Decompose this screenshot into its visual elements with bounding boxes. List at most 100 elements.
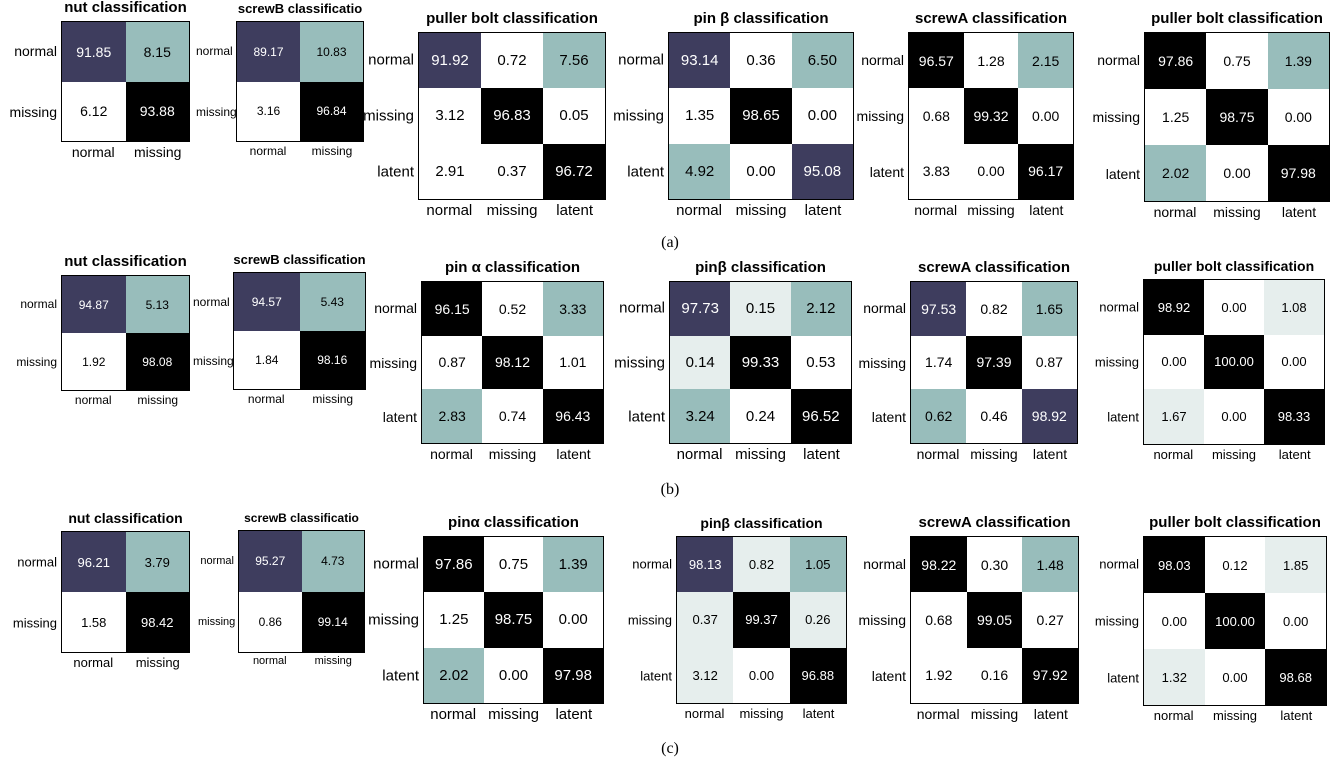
col-label-missing: missing — [735, 202, 787, 219]
row-label-missing: missing — [193, 353, 234, 368]
matrix-cell: 100.00 — [1204, 593, 1266, 649]
matrix-cell: 95.27 — [239, 531, 302, 592]
matrix-cell: 0.27 — [1022, 592, 1078, 648]
matrix-cell: 96.57 — [909, 33, 964, 89]
row-label-normal: normal — [863, 300, 906, 317]
row-label-latent: latent — [377, 163, 414, 181]
col-label-latent: latent — [556, 446, 591, 462]
matrix-cell: 99.05 — [966, 592, 1023, 648]
row-label-latent: latent — [640, 668, 672, 684]
col-label-missing: missing — [739, 706, 784, 721]
matrix-title: screwB classification — [233, 252, 366, 267]
row-label-missing: missing — [613, 107, 664, 125]
row-label-normal: normal — [1097, 52, 1140, 69]
row-label-latent: latent — [1107, 409, 1139, 425]
col-label-normal: normal — [252, 655, 287, 667]
matrix-cell: 96.43 — [542, 389, 603, 443]
matrix-cell: 10.83 — [300, 22, 363, 82]
matrix-cell: 98.12 — [482, 335, 543, 390]
row-label-normal: normal — [373, 555, 419, 573]
matrix-cell: 1.74 — [911, 335, 967, 390]
matrix-cell: 98.75 — [483, 592, 544, 648]
matrix-cell: 96.21 — [62, 532, 126, 592]
matrix-cell: 0.00 — [1206, 145, 1268, 201]
matrix-cell: 0.86 — [239, 591, 302, 652]
row-label-latent: latent — [382, 408, 417, 425]
col-label-normal: normal — [916, 706, 960, 722]
col-label-normal: normal — [676, 202, 722, 219]
matrix-cell: 0.74 — [482, 389, 543, 443]
matrix-cell: 2.83 — [422, 389, 483, 443]
col-label-latent: latent — [803, 446, 840, 463]
matrix-cell: 96.83 — [481, 88, 543, 144]
matrix-cell: 0.15 — [730, 282, 791, 336]
row-label-normal: normal — [20, 297, 57, 311]
matrix-cell: 3.24 — [670, 389, 731, 443]
matrix-cell: 0.37 — [677, 592, 734, 648]
col-label-normal: normal — [916, 446, 960, 462]
matrix-cell: 1.39 — [543, 537, 603, 593]
row-label-missing: missing — [856, 108, 904, 124]
col-label-normal: normal — [1153, 447, 1194, 462]
matrix-grid: 89.17 10.83 3.16 96.84 — [236, 21, 364, 142]
col-label-normal: normal — [1153, 204, 1197, 220]
matrix-cell: 0.05 — [543, 88, 605, 144]
col-label-normal: normal — [73, 655, 114, 670]
matrix-cell: 0.87 — [422, 335, 483, 390]
matrix-cell: 3.79 — [125, 532, 189, 592]
matrix-cell: 97.86 — [1145, 33, 1207, 89]
row-label-missing: missing — [363, 107, 414, 125]
matrix-cell: 5.43 — [299, 273, 365, 331]
matrix-cell: 0.62 — [911, 389, 967, 443]
row-label-missing: missing — [369, 354, 417, 371]
matrix-cell: 0.14 — [670, 335, 731, 390]
caption-a: (a) — [661, 234, 679, 251]
row-label-normal: normal — [863, 556, 906, 572]
matrix-grid: 97.86 0.75 1.39 1.25 98.75 0.00 2.02 0.00 97.98 — [1144, 32, 1330, 202]
matrix-cell: 2.02 — [424, 647, 484, 703]
row-label-latent: latent — [1107, 670, 1139, 686]
matrix-cell: 0.00 — [1144, 334, 1204, 390]
matrix-cell: 89.17 — [237, 22, 300, 82]
matrix-cell: 0.00 — [1204, 389, 1264, 444]
col-label-normal: normal — [249, 144, 287, 158]
matrix-cell: 1.84 — [234, 331, 300, 389]
row-label-latent: latent — [1105, 165, 1140, 182]
matrix-cell: 2.15 — [1018, 33, 1073, 89]
matrix-cell: 96.72 — [543, 143, 605, 199]
matrix-cell: 0.82 — [733, 537, 790, 593]
row-label-missing: missing — [198, 616, 236, 629]
matrix-grid: 94.57 5.43 1.84 98.16 — [233, 272, 366, 390]
col-label-normal: normal — [426, 202, 473, 219]
matrix-title: nut classification — [68, 510, 183, 526]
col-label-latent: latent — [1280, 708, 1313, 723]
matrix-cell: 91.85 — [62, 22, 126, 82]
matrix-cell: 97.86 — [424, 537, 484, 593]
matrix-cell: 0.52 — [482, 282, 543, 336]
matrix-cell: 0.75 — [483, 537, 544, 593]
row-label-missing: missing — [368, 611, 419, 629]
matrix-cell: 0.00 — [791, 88, 853, 144]
matrix-cell: 0.00 — [730, 143, 792, 199]
col-label-missing: missing — [314, 655, 352, 667]
matrix-cell: 98.08 — [125, 333, 189, 390]
matrix-grid: 97.86 0.75 1.39 1.25 98.75 0.00 2.02 0.00 97.98 — [423, 536, 604, 704]
row-label-missing: missing — [9, 103, 57, 120]
matrix-title: nut classification — [64, 253, 187, 270]
matrix-title: screwA classification — [914, 10, 1068, 27]
col-label-latent: latent — [1032, 446, 1068, 462]
matrix-cell: 98.16 — [299, 331, 365, 389]
matrix-cell: 0.26 — [789, 592, 846, 648]
matrix-cell: 98.22 — [911, 537, 967, 593]
matrix-cell: 0.30 — [966, 537, 1023, 593]
matrix-grid: 98.92 0.00 1.08 0.00 100.00 0.00 1.67 0.00 98.33 — [1143, 279, 1325, 445]
matrix-cell: 0.00 — [1204, 649, 1266, 705]
matrix-title: screwB classificatio — [237, 1, 363, 16]
matrix-cell: 93.88 — [125, 81, 189, 141]
matrix-cell: 0.87 — [1021, 335, 1077, 390]
matrix-cell: 93.14 — [669, 33, 731, 89]
row-label-missing: missing — [1092, 109, 1140, 125]
matrix-cell: 5.13 — [125, 276, 189, 333]
matrix-cell: 6.50 — [791, 33, 853, 89]
